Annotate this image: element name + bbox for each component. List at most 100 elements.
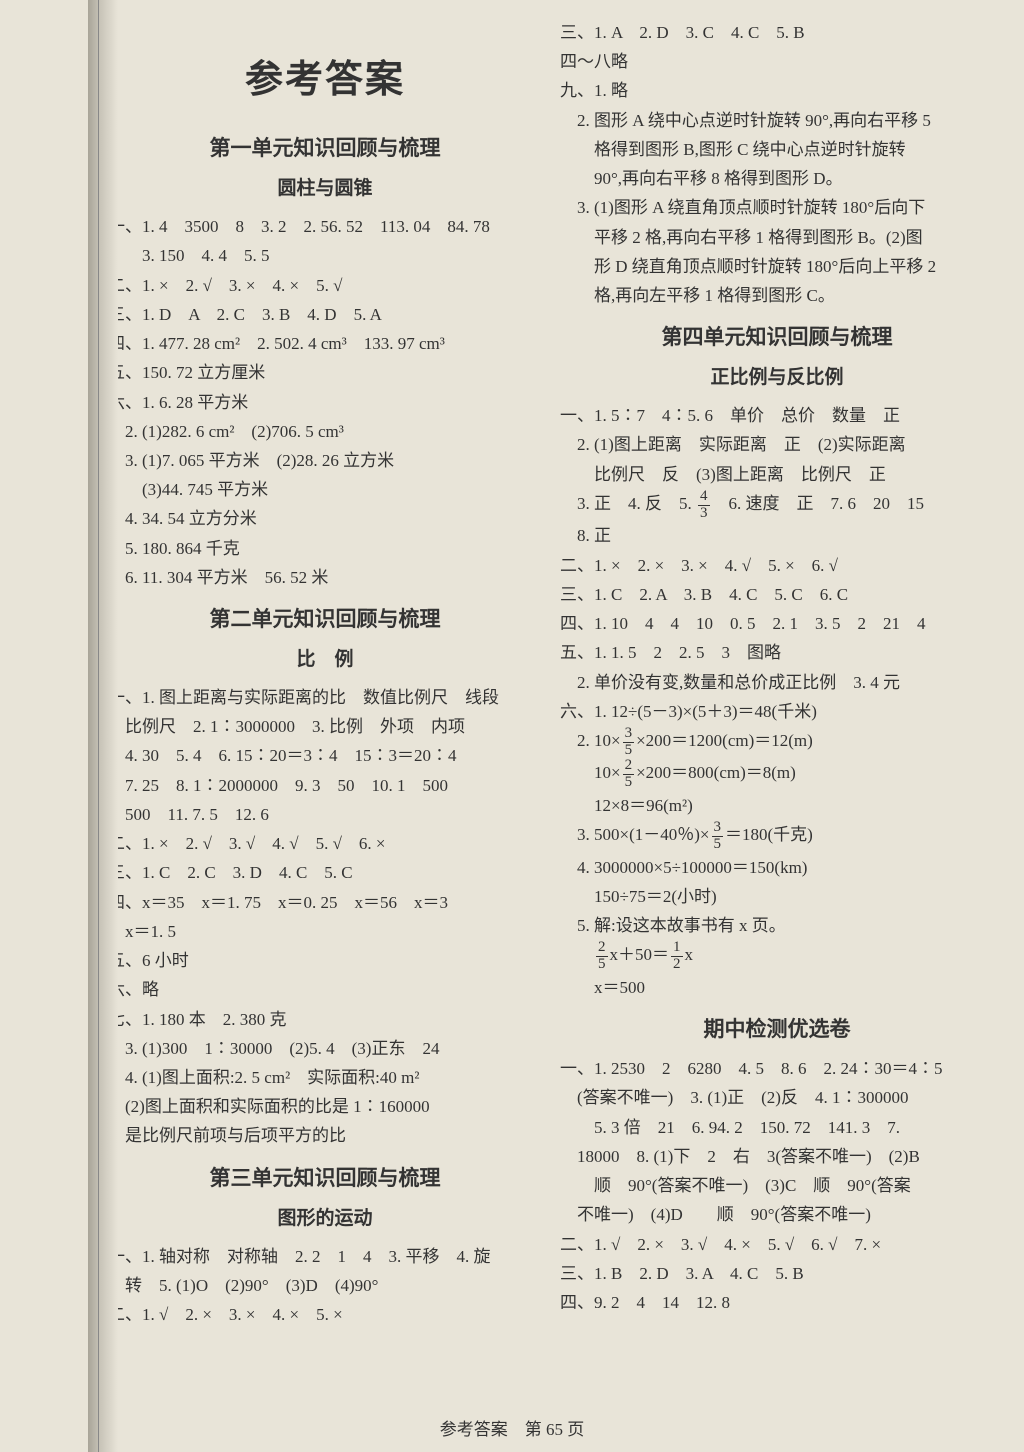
text: x＋50＝ (610, 946, 670, 965)
text: 2. 10× (560, 731, 621, 750)
text-line: 格,再向左平移 1 格得到图形 C。 (560, 281, 994, 310)
text-line: 2. 10×35×200＝1200(cm)＝12(m) (560, 726, 994, 759)
text-line: 三、1. B 2. D 3. A 4. C 5. B (560, 1259, 994, 1288)
text-line: (答案不唯一) 3. (1)正 (2)反 4. 1∶300000 (560, 1083, 994, 1112)
text-line: 一、1. 4 3500 8 3. 2 2. 56. 52 113. 04 84.… (108, 212, 542, 241)
text-line: 四、x＝35 x＝1. 75 x＝0. 25 x＝56 x＝3 (108, 888, 542, 917)
text-line: 3. 500×(1－40％)×35＝180(千克) (560, 820, 994, 853)
text-line: 4. (1)图上面积:2. 5 cm² 实际面积:40 m² (108, 1063, 542, 1092)
text-line: 六、1. 6. 28 平方米 (108, 388, 542, 417)
text-line: 平移 2 格,再向右平移 1 格得到图形 B。(2)图 (560, 223, 994, 252)
text-line: 3. 150 4. 4 5. 5 (108, 241, 542, 270)
text-line: 2. 图形 A 绕中心点逆时针旋转 90°,再向右平移 5 (560, 106, 994, 135)
fraction: 25 (623, 758, 635, 791)
text-line: 四、9. 2 4 14 12. 8 (560, 1288, 994, 1317)
unit3-sub: 图形的运动 (108, 1203, 542, 1236)
text-line: 转 5. (1)O (2)90° (3)D (4)90° (108, 1271, 542, 1300)
text-line: 一、1. 图上距离与实际距离的比 数值比例尺 线段 (108, 683, 542, 712)
text-line: 3. (1)图形 A 绕直角顶点顺时针旋转 180°后向下 (560, 193, 994, 222)
text-line: 四～八略 (560, 47, 994, 76)
unit1-heading: 第一单元知识回顾与梳理 (108, 131, 542, 167)
text-line: 2. (1)图上距离 实际距离 正 (2)实际距离 (560, 430, 994, 459)
text: ＝180(千克) (725, 825, 813, 844)
text-line: 500 11. 7. 5 12. 6 (108, 800, 542, 829)
text-line: 三、1. D A 2. C 3. B 4. D 5. A (108, 300, 542, 329)
text: 10× (560, 764, 621, 783)
text: ×200＝800(cm)＝8(m) (636, 764, 796, 783)
text-line: 4. 3000000×5÷100000＝150(km) (560, 853, 994, 882)
text-line: 三、1. C 2. C 3. D 4. C 5. C (108, 858, 542, 887)
text-line: 五、6 小时 (108, 946, 542, 975)
main-title: 参考答案 (108, 48, 542, 113)
text-line: 5. 3 倍 21 6. 94. 2 150. 72 141. 3 7. (560, 1113, 994, 1142)
text-line: 4. 34. 54 立方分米 (108, 504, 542, 533)
text-line: 10×25×200＝800(cm)＝8(m) (560, 758, 994, 791)
midterm-heading: 期中检测优选卷 (560, 1012, 994, 1048)
text-line: (3)44. 745 平方米 (108, 475, 542, 504)
text-line: 顺 90°(答案不唯一) (3)C 顺 90°(答案 (560, 1171, 994, 1200)
text-line: 90°,再向右平移 8 格得到图形 D。 (560, 164, 994, 193)
text: 6. 速度 正 7. 6 20 15 (712, 494, 925, 513)
text-line: 形 D 绕直角顶点顺时针旋转 180°后向上平移 2 (560, 252, 994, 281)
text-line: 七、1. 180 本 2. 380 克 (108, 1005, 542, 1034)
binding-shadow (88, 0, 118, 1452)
page-footer: 参考答案 第 65 页 (0, 1415, 1024, 1440)
text-line: 格得到图形 B,图形 C 绕中心点逆时针旋转 (560, 135, 994, 164)
text: 3. 500×(1－40％)× (560, 825, 710, 844)
text-line: 6. 11. 304 平方米 56. 52 米 (108, 563, 542, 592)
text-line: 18000 8. (1)下 2 右 3(答案不唯一) (2)B (560, 1142, 994, 1171)
text-line: 2. 单价没有变,数量和总价成正比例 3. 4 元 (560, 668, 994, 697)
unit4-heading: 第四单元知识回顾与梳理 (560, 320, 994, 356)
text-line: 25x＋50＝12x (560, 940, 994, 973)
text-line: 12×8＝96(m²) (560, 791, 994, 820)
text-line: 三、1. A 2. D 3. C 4. C 5. B (560, 18, 994, 47)
text-line: 3. (1)7. 065 平方米 (2)28. 26 立方米 (108, 446, 542, 475)
fraction: 25 (596, 940, 608, 973)
text: 3. 正 4. 反 5. (560, 494, 696, 513)
text-line: 8. 正 (560, 521, 994, 550)
fraction: 12 (671, 940, 683, 973)
text-line: 三、1. C 2. A 3. B 4. C 5. C 6. C (560, 580, 994, 609)
text-line: 二、1. √ 2. × 3. √ 4. × 5. √ 6. √ 7. × (560, 1230, 994, 1259)
text-line: 4. 30 5. 4 6. 15∶20＝3∶4 15∶3＝20∶4 (108, 741, 542, 770)
text-line: 六、略 (108, 975, 542, 1004)
text-line: 四、1. 10 4 4 10 0. 5 2. 1 3. 5 2 21 4 (560, 609, 994, 638)
text-line: 五、150. 72 立方厘米 (108, 358, 542, 387)
text-line: 六、1. 12÷(5－3)×(5＋3)＝48(千米) (560, 697, 994, 726)
text: x (685, 946, 694, 965)
text-line: 二、1. × 2. √ 3. √ 4. √ 5. √ 6. × (108, 829, 542, 858)
text-line: 二、1. × 2. × 3. × 4. √ 5. × 6. √ (560, 551, 994, 580)
text-line: 四、1. 477. 28 cm² 2. 502. 4 cm³ 133. 97 c… (108, 329, 542, 358)
fraction: 35 (623, 726, 635, 759)
text-line: 九、1. 略 (560, 76, 994, 105)
text-line: 150÷75＝2(小时) (560, 882, 994, 911)
fraction: 35 (712, 820, 724, 853)
text-line: 3. (1)300 1∶30000 (2)5. 4 (3)正东 24 (108, 1034, 542, 1063)
text-line: 5. 180. 864 千克 (108, 534, 542, 563)
text-line: 5. 解:设这本故事书有 x 页。 (560, 911, 994, 940)
text-line: 一、1. 2530 2 6280 4. 5 8. 6 2. 24∶30＝4∶5 (560, 1054, 994, 1083)
text-line: 二、1. × 2. √ 3. × 4. × 5. √ (108, 271, 542, 300)
text-line: x＝1. 5 (108, 917, 542, 946)
left-column: 参考答案 第一单元知识回顾与梳理 圆柱与圆锥 一、1. 4 3500 8 3. … (108, 18, 542, 1442)
text-line: 一、1. 5∶7 4∶5. 6 单价 总价 数量 正 (560, 401, 994, 430)
right-column: 三、1. A 2. D 3. C 4. C 5. B 四～八略 九、1. 略 2… (560, 18, 994, 1442)
text-line: 3. 正 4. 反 5. 43 6. 速度 正 7. 6 20 15 (560, 489, 994, 522)
text-line: 一、1. 轴对称 对称轴 2. 2 1 4 3. 平移 4. 旋 (108, 1242, 542, 1271)
text-line: 比例尺 2. 1∶3000000 3. 比例 外项 内项 (108, 712, 542, 741)
unit3-heading: 第三单元知识回顾与梳理 (108, 1161, 542, 1197)
page: 参考答案 第一单元知识回顾与梳理 圆柱与圆锥 一、1. 4 3500 8 3. … (0, 0, 1024, 1452)
text-line: 比例尺 反 (3)图上距离 比例尺 正 (560, 460, 994, 489)
text-line: 二、1. √ 2. × 3. × 4. × 5. × (108, 1300, 542, 1329)
text-line: 是比例尺前项与后项平方的比 (108, 1121, 542, 1150)
text-line: 2. (1)282. 6 cm² (2)706. 5 cm³ (108, 417, 542, 446)
unit2-sub: 比 例 (108, 644, 542, 677)
text-line: 7. 25 8. 1∶2000000 9. 3 50 10. 1 500 (108, 771, 542, 800)
text-line: x＝500 (560, 973, 994, 1002)
unit1-sub: 圆柱与圆锥 (108, 173, 542, 206)
text-line: (2)图上面积和实际面积的比是 1∶160000 (108, 1092, 542, 1121)
text: ×200＝1200(cm)＝12(m) (636, 731, 813, 750)
unit2-heading: 第二单元知识回顾与梳理 (108, 602, 542, 638)
binding-lines (98, 0, 101, 1452)
text-line: 五、1. 1. 5 2 2. 5 3 图略 (560, 638, 994, 667)
